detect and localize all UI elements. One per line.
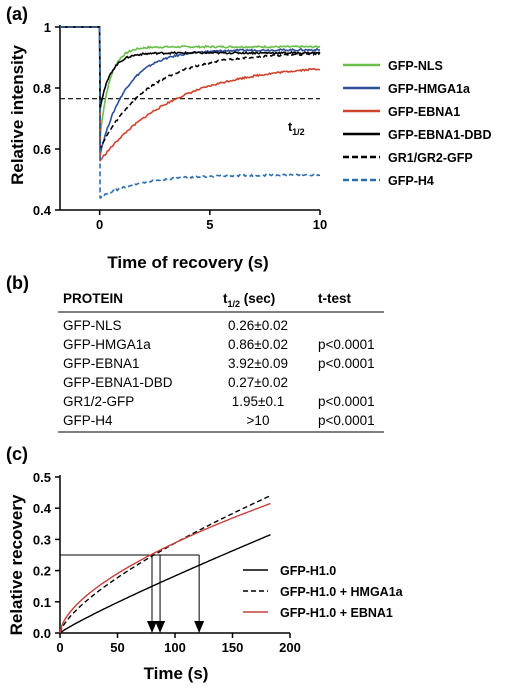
table-row: GFP-NLS 0.26±0.02 (63, 318, 288, 333)
legend-a-label: GFP-H4 (388, 174, 434, 188)
chart-a-y-tick-label: 0.6 (33, 142, 51, 157)
table-row: GFP-H4 >10 p<0.0001 (63, 413, 375, 428)
chart-a-y-tick-label: 0.4 (33, 203, 52, 218)
table-cell-ttest: p<0.0001 (318, 337, 375, 352)
chart-a-series-gfp-nls (60, 26, 321, 140)
chart-c-x-tick-label: 0 (56, 640, 63, 655)
chart-a-y-tick-label: 0.8 (33, 81, 51, 96)
chart-c: 0.0 0.1 0.2 0.3 0.4 0.5 0 50 100 150 200 (33, 470, 301, 655)
chart-a-y-tick-label: 1 (44, 20, 51, 35)
chart-a-xlabel: Time of recovery (s) (107, 253, 268, 272)
chart-a-series-gfp-h4 (60, 26, 321, 199)
table-cell-ttest: p<0.0001 (318, 394, 375, 409)
table-cell-thalf: 1.95±0.1 (232, 394, 284, 409)
chart-c-series-gfp-h1-0-ebna1 (59, 502, 271, 634)
chart-a-x-tick-label: 10 (313, 217, 327, 232)
chart-c-ylabel: Relative recovery (7, 494, 26, 635)
chart-c-series-gfp-h1-0 (59, 534, 271, 634)
table-header-thalf-sub: 1/2 (228, 299, 241, 309)
legend-c-label: GFP-H1.0 + EBNA1 (280, 606, 393, 620)
table-row: GFP-EBNA1-DBD 0.27±0.02 (63, 375, 288, 390)
table-cell-thalf: 3.92±0.09 (228, 356, 288, 371)
chart-c-y-tick-label: 0.2 (33, 564, 51, 579)
chart-c-x-tick-label: 100 (164, 640, 186, 655)
table-cell-thalf: 0.26±0.02 (228, 318, 288, 333)
table-row: GFP-HMGA1a 0.86±0.02 p<0.0001 (63, 337, 375, 352)
table-header-thalf-main: t (223, 291, 228, 306)
legend-c-label: GFP-H1.0 (280, 564, 336, 578)
chart-c-series-gfp-h1-0-hmga1a (59, 495, 271, 634)
chart-c-y-tick-label: 0.5 (33, 470, 51, 485)
chart-a-x-tick-label: 5 (206, 217, 213, 232)
half-time-arrowhead (194, 621, 205, 633)
table-cell-ttest: p<0.0001 (318, 356, 375, 371)
chart-c-y-tick-label: 0.1 (33, 595, 51, 610)
chart-c-y-tick-label: 0.4 (33, 501, 52, 516)
table-cell-thalf: 0.27±0.02 (228, 375, 288, 390)
table-cell-thalf: >10 (247, 413, 270, 428)
legend-a-label: GFP-HMGA1a (388, 82, 471, 96)
table-row: GR1/2-GFP 1.95±0.1 p<0.0001 (63, 394, 375, 409)
table-header-ttest: t-test (318, 291, 352, 306)
table-row: GFP-EBNA1 3.92±0.09 p<0.0001 (63, 356, 375, 371)
table-header-thalf-suffix: (sec) (240, 291, 275, 306)
chart-c-x-tick-label: 50 (110, 640, 124, 655)
t-half-subscript: 1/2 (292, 127, 305, 137)
table-cell-protein: GFP-EBNA1-DBD (63, 375, 173, 390)
table-header-thalf: t1/2 (sec) (223, 291, 275, 309)
chart-a-series-gfp-ebna1 (60, 26, 320, 162)
t-half-text: t (288, 120, 293, 134)
chart-a-series-gfp-ebna1-dbd (60, 26, 321, 110)
panel-label-c: (c) (6, 444, 28, 464)
half-time-arrowhead (147, 621, 157, 633)
chart-c-legend: GFP-H1.0 GFP-H1.0 + HMGA1a GFP-H1.0 + EBNA… (243, 564, 404, 620)
chart-a-legend: GFP-NLS GFP-HMGA1a GFP-EBNA1 GFP-EBNA1-DBD G… (343, 59, 491, 188)
legend-a-label: GFP-NLS (388, 59, 443, 73)
chart-a-ylabel: Relative intensity (8, 45, 27, 185)
table-cell-protein: GFP-HMGA1a (63, 337, 151, 352)
chart-a: 0.40.60.810 5 10 (33, 20, 327, 232)
legend-a-label: GFP-EBNA1-DBD (388, 128, 491, 142)
table-cell-protein: GFP-EBNA1 (63, 356, 140, 371)
table-cell-ttest: p<0.0001 (318, 413, 375, 428)
table-cell-protein: GFP-H4 (63, 413, 113, 428)
chart-c-xlabel: Time (s) (144, 664, 209, 683)
chart-a-series-gr1-gr2-gfp (60, 26, 321, 150)
chart-c-y-tick-label: 0.0 (33, 626, 51, 641)
legend-a-label: GR1/GR2-GFP (388, 151, 473, 165)
table-header-protein: PROTEIN (63, 291, 123, 306)
chart-c-x-tick-label: 200 (279, 640, 301, 655)
legend-a-label: GFP-EBNA1 (388, 105, 460, 119)
table-cell-thalf: 0.86±0.02 (228, 337, 288, 352)
panel-label-a: (a) (6, 4, 28, 24)
table-cell-protein: GFP-NLS (63, 318, 122, 333)
chart-a-x-tick-label: 0 (96, 217, 103, 232)
chart-a-series-gfp-hmga1a (60, 26, 321, 156)
half-time-arrowhead (155, 621, 166, 633)
t-half-annotation: t1/2 (288, 120, 305, 137)
chart-c-x-tick-label: 150 (222, 640, 244, 655)
chart-c-y-tick-label: 0.3 (33, 532, 51, 547)
table-cell-protein: GR1/2-GFP (63, 394, 134, 409)
panel-label-b: (b) (6, 273, 29, 293)
legend-c-label: GFP-H1.0 + HMGA1a (280, 585, 404, 599)
